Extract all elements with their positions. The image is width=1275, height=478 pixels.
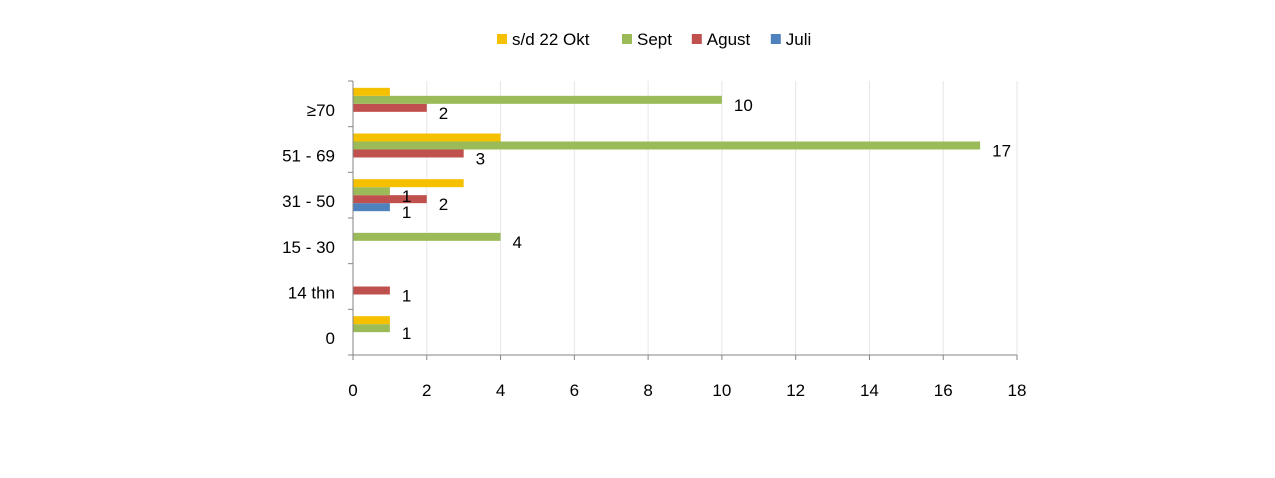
y-category-label-70: ≥70 [307, 101, 335, 120]
bar-agust-70 [353, 103, 427, 112]
x-tick-label-6: 6 [570, 381, 579, 400]
data-label-sept-31-50: 1 [402, 187, 411, 206]
bar-s-d-22-okt-51-69 [353, 133, 501, 142]
chart-bars [353, 87, 981, 333]
y-category-label-15-30: 15 - 30 [282, 238, 335, 257]
legend-swatch-juli [770, 34, 781, 44]
x-tick-label-0: 0 [348, 381, 357, 400]
legend-label-juli: Juli [786, 30, 812, 49]
y-category-labels: 0 14 thn 15 - 30 31 - 50 51 - 69 ≥70 [282, 101, 335, 348]
bar-agust-14-thn [353, 286, 390, 295]
x-tick-label-14: 14 [860, 381, 879, 400]
x-tick-label-8: 8 [643, 381, 652, 400]
bar-sept-15-30 [353, 232, 501, 241]
x-tick-label-4: 4 [496, 381, 505, 400]
x-tick-label-18: 18 [1008, 381, 1027, 400]
data-label-agust-31-50: 2 [439, 195, 448, 214]
bar-s-d-22-okt-31-50 [353, 179, 464, 188]
legend-swatch-agust [691, 34, 702, 44]
x-tick-label-16: 16 [934, 381, 953, 400]
data-label-sept-0: 1 [402, 324, 411, 343]
legend-label-sept: Sept [637, 30, 672, 49]
bar-sept-51-69 [353, 141, 981, 150]
bar-sept-70 [353, 95, 722, 104]
bar-agust-31-50 [353, 195, 427, 204]
chart-gridlines [426, 81, 1018, 355]
data-label-agust-70: 2 [439, 104, 448, 123]
data-label-sept-51-69: 17 [992, 142, 1011, 161]
legend-label-agust: Agust [707, 30, 751, 49]
x-tick-label-12: 12 [786, 381, 805, 400]
legend-swatch-s-d-22-okt [497, 34, 507, 44]
x-tick-labels: 0 2 4 6 8 10 12 14 16 18 [348, 381, 1026, 400]
data-label-sept-15-30: 4 [513, 233, 522, 252]
data-label-juli-31-50: 1 [402, 203, 411, 222]
bar-s-d-22-okt-70 [353, 87, 390, 96]
y-category-label-14-thn: 14 thn [288, 284, 335, 303]
y-category-label-0: 0 [326, 329, 335, 348]
bar-agust-51-69 [353, 149, 464, 158]
legend-swatch-sept [622, 34, 632, 44]
bar-sept-31-50 [353, 187, 390, 196]
y-category-label-31-50: 31 - 50 [282, 192, 335, 211]
chart-legend: s/d 22 Okt Sept Agust Juli [497, 30, 811, 49]
data-label-agust-14-thn: 1 [402, 287, 411, 306]
bar-juli-31-50 [353, 203, 390, 212]
y-category-label-51-69: 51 - 69 [282, 147, 335, 166]
bar-sept-0 [353, 324, 390, 333]
data-label-agust-51-69: 3 [476, 150, 485, 169]
chart-axes [348, 80, 1018, 360]
legend-label-s-d-22-okt: s/d 22 Okt [512, 30, 590, 49]
data-label-sept-70: 10 [734, 96, 753, 115]
bar-s-d-22-okt-0 [353, 316, 390, 325]
x-tick-label-10: 10 [712, 381, 731, 400]
x-tick-label-2: 2 [422, 381, 431, 400]
